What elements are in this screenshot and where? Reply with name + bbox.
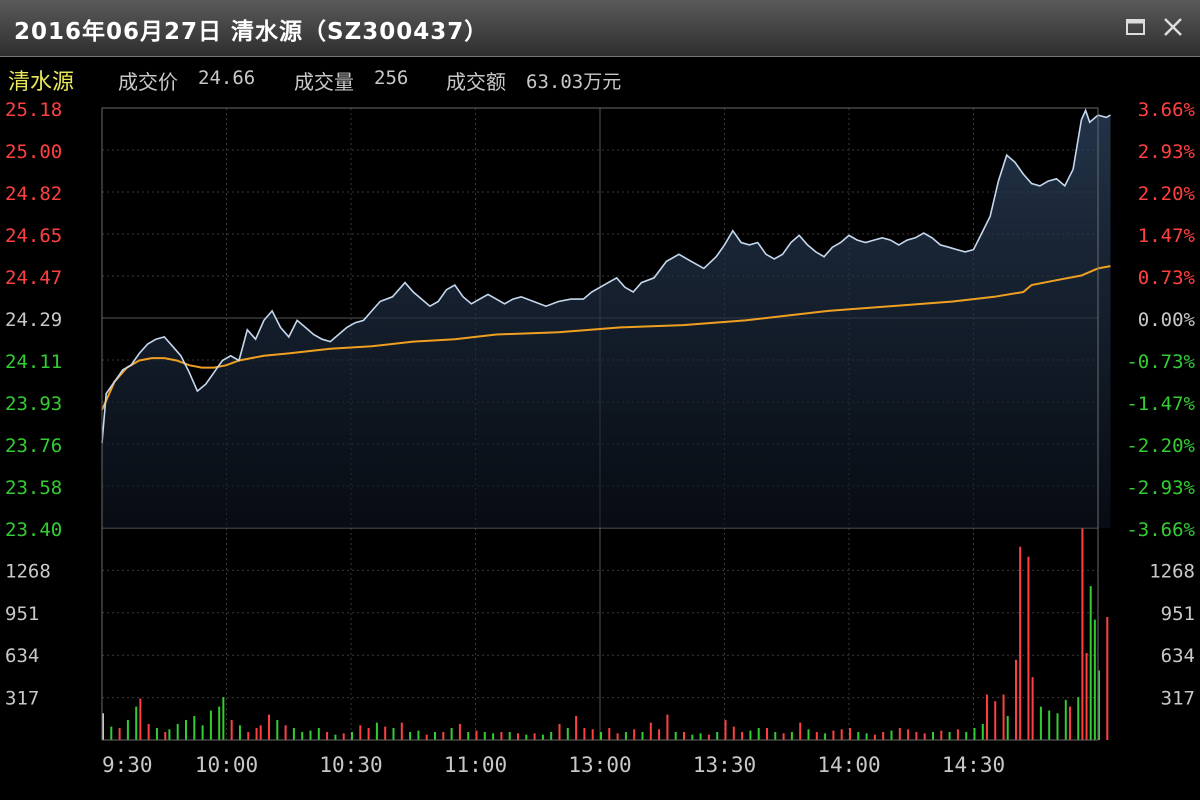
volume-tick-label: 1268 — [5, 560, 51, 582]
amount-label: 成交额 — [446, 70, 506, 94]
time-tick-label: 13:00 — [568, 753, 631, 777]
stock-name: 清水源 — [8, 70, 75, 95]
chart-frame — [101, 107, 1099, 741]
volume-tick-label: 317 — [5, 688, 39, 710]
percent-tick-label: 0.73% — [1138, 267, 1196, 289]
time-tick-label: 9:30 — [102, 753, 153, 777]
price-area-fill — [102, 110, 1111, 529]
percent-tick-label: -3.66% — [1126, 519, 1195, 541]
price-tick-label: 23.40 — [5, 519, 62, 541]
volume-tick-label: 951 — [5, 603, 39, 625]
price-tick-label: 24.82 — [5, 183, 62, 205]
price-tick-label: 23.93 — [5, 393, 62, 415]
percent-tick-label: 2.93% — [1138, 141, 1196, 163]
price-tick-label: 25.00 — [5, 141, 62, 163]
close-icon[interactable] — [1160, 14, 1186, 40]
price-tick-label: 24.29 — [5, 309, 62, 331]
volume-tick-label: 317 — [1161, 688, 1195, 710]
price-tick-label: 25.18 — [5, 99, 62, 121]
price-tick-label: 24.47 — [5, 267, 62, 289]
percent-axis: 3.66% 2.93% 2.20% 1.47% 0.73% 0.00% -0.73% -1.4… — [1126, 99, 1195, 541]
time-tick-label: 14:00 — [817, 753, 880, 777]
price-label: 成交价 — [118, 70, 178, 94]
volume-tick-label: 634 — [1161, 645, 1195, 667]
price-tick-label: 23.58 — [5, 477, 62, 499]
percent-tick-label: -0.73% — [1126, 351, 1195, 373]
time-tick-label: 13:30 — [693, 753, 756, 777]
percent-tick-label: 0.00% — [1138, 309, 1196, 331]
price-value: 24.66 — [198, 67, 256, 89]
quote-info-bar: 清水源 成交价 24.66 成交量 256 成交额 63.03万元 — [0, 58, 1200, 100]
price-tick-label: 24.11 — [5, 351, 62, 373]
volume-value: 256 — [374, 67, 409, 89]
price-line — [101, 108, 1111, 444]
percent-tick-label: -1.47% — [1126, 393, 1195, 415]
price-axis: 25.18 25.00 24.82 24.65 24.47 24.29 24.11 23.93… — [5, 99, 62, 541]
time-tick-label: 11:00 — [444, 753, 507, 777]
maximize-icon[interactable] — [1123, 14, 1149, 40]
volume-label: 成交量 — [294, 70, 354, 94]
volume-tick-label: 951 — [1161, 603, 1195, 625]
average-price-line — [101, 265, 1111, 411]
volume-axis: 1268 1268 951 951 634 634 317 317 — [5, 560, 1195, 709]
percent-tick-label: 3.66% — [1138, 99, 1196, 121]
time-tick-label: 14:30 — [942, 753, 1005, 777]
window-titlebar: 2016年06月27日 清水源（SZ300437） — [0, 0, 1200, 57]
percent-tick-label: -2.93% — [1126, 477, 1195, 499]
time-tick-label: 10:30 — [319, 753, 382, 777]
volume-tick-label: 634 — [5, 645, 39, 667]
time-axis: 9:30 10:00 10:30 11:00 13:00 13:30 14:00 14:30 — [102, 753, 1005, 777]
percent-tick-label: -2.20% — [1126, 435, 1195, 457]
price-tick-label: 24.65 — [5, 225, 62, 247]
price-tick-label: 23.76 — [5, 435, 62, 457]
percent-tick-label: 2.20% — [1138, 183, 1196, 205]
window-title: 2016年06月27日 清水源（SZ300437） — [14, 19, 489, 45]
amount-value: 63.03万元 — [526, 71, 622, 93]
volume-bars — [102, 528, 1109, 740]
time-tick-label: 10:00 — [195, 753, 258, 777]
volume-tick-label: 1268 — [1149, 560, 1195, 582]
percent-tick-label: 1.47% — [1138, 225, 1196, 247]
